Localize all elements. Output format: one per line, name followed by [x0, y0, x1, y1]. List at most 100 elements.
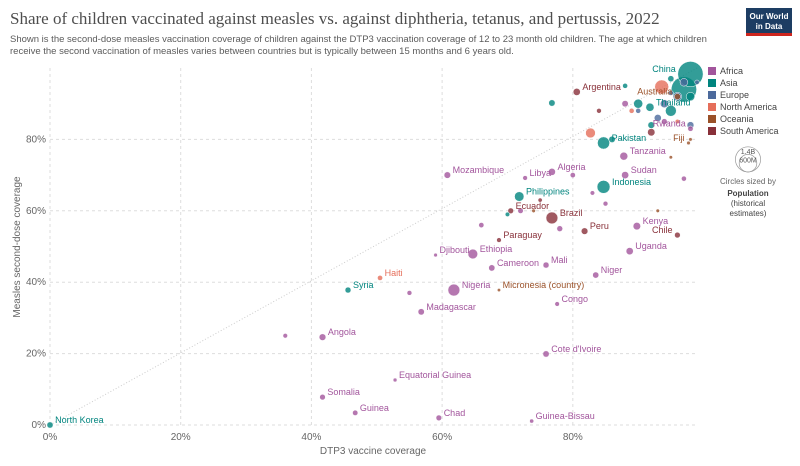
- size-legend-title: Circles sized by: [720, 177, 776, 186]
- logo-bar: [746, 33, 792, 36]
- point-label: Thailand: [656, 97, 691, 107]
- point: [668, 90, 674, 96]
- logo-text: Our World: [750, 12, 789, 21]
- point: [542, 350, 550, 358]
- legend-label: Africa: [720, 66, 743, 76]
- point: [660, 99, 669, 108]
- point-label: Djibouti: [439, 245, 469, 255]
- point: [621, 100, 629, 108]
- point: [531, 208, 536, 213]
- y-tick-label: 40%: [26, 277, 46, 288]
- point: [478, 222, 485, 228]
- point: [433, 252, 438, 258]
- y-tick-label: 80%: [26, 134, 46, 145]
- point: [655, 208, 660, 213]
- y-tick-label: 0%: [32, 420, 47, 431]
- point: [488, 264, 496, 272]
- point-label: Pakistan: [612, 133, 647, 143]
- point-label: Tanzania: [630, 146, 666, 156]
- point: [504, 211, 510, 217]
- logo: [746, 8, 792, 36]
- size-legend-label: 600M: [739, 157, 757, 164]
- point: [507, 207, 514, 214]
- point-label: Chad: [444, 408, 466, 418]
- point: [537, 197, 543, 203]
- x-tick-label: 60%: [432, 432, 452, 443]
- point: [681, 175, 687, 182]
- point-label: Guinea: [360, 403, 389, 413]
- point: [685, 91, 696, 102]
- legend-swatch: [708, 127, 716, 135]
- point: [548, 168, 556, 176]
- point-label: Fiji: [673, 133, 685, 143]
- point: [319, 394, 326, 401]
- point: [417, 308, 425, 316]
- point: [344, 286, 352, 294]
- point: [608, 135, 616, 143]
- point: [668, 155, 673, 160]
- point-label: Chile: [652, 225, 673, 235]
- point: [447, 283, 461, 297]
- point-label: Australia: [637, 87, 672, 97]
- size-legend-label: 1.4B: [741, 149, 756, 156]
- point: [665, 105, 677, 117]
- point: [581, 227, 589, 235]
- x-tick-label: 20%: [171, 432, 191, 443]
- point-label: Paraguay: [503, 230, 542, 240]
- point: [687, 125, 694, 132]
- subtitle: receive the second vaccination of measle…: [10, 46, 514, 57]
- size-legend-variable: estimates): [730, 209, 767, 218]
- point: [514, 191, 525, 202]
- point: [625, 247, 634, 256]
- point-label: Mozambique: [453, 165, 505, 175]
- point-label: Haiti: [385, 268, 403, 278]
- point: [619, 151, 629, 161]
- point: [443, 171, 451, 179]
- point-label: North Korea: [55, 415, 104, 425]
- point: [497, 288, 501, 293]
- point-label: Argentina: [582, 82, 621, 92]
- point-label: Rwanda: [653, 119, 686, 129]
- legend-swatch: [708, 91, 716, 99]
- point: [674, 93, 681, 100]
- reference-line: [49, 67, 698, 426]
- point: [694, 79, 700, 85]
- y-axis-label: Measles second-dose coverage: [12, 176, 23, 318]
- point-label: Somalia: [327, 387, 360, 397]
- point-label: Angola: [328, 327, 356, 337]
- x-axis-label: DTP3 vaccine coverage: [320, 446, 427, 457]
- point-label: Mali: [551, 255, 568, 265]
- y-tick-label: 60%: [26, 206, 46, 217]
- legend-label: South America: [720, 126, 779, 136]
- point: [545, 211, 559, 225]
- point: [467, 248, 478, 260]
- point: [661, 118, 668, 125]
- point: [585, 127, 596, 139]
- point: [517, 207, 524, 214]
- point: [406, 290, 413, 296]
- point-label: Brazil: [560, 208, 583, 218]
- legend-label: Asia: [720, 78, 738, 88]
- point: [548, 99, 556, 107]
- point: [572, 88, 581, 96]
- point: [653, 114, 662, 122]
- point: [569, 172, 576, 178]
- point-label: Nigeria: [462, 280, 491, 290]
- point: [392, 377, 398, 383]
- legend-label: Oceania: [720, 114, 754, 124]
- point: [596, 108, 602, 114]
- point: [686, 140, 691, 146]
- size-legend-circle: [738, 154, 758, 173]
- legend-swatch: [708, 79, 716, 87]
- point: [352, 409, 359, 416]
- point: [647, 121, 655, 129]
- point-label: Indonesia: [612, 177, 651, 187]
- point-label: Equatorial Guinea: [399, 370, 471, 380]
- point: [679, 78, 689, 87]
- legend-label: Europe: [720, 90, 749, 100]
- point-label: China: [652, 64, 676, 74]
- size-legend-variable: Population: [727, 189, 768, 198]
- point-label: Guinea-Bissau: [536, 411, 595, 421]
- point-label: Congo: [561, 294, 588, 304]
